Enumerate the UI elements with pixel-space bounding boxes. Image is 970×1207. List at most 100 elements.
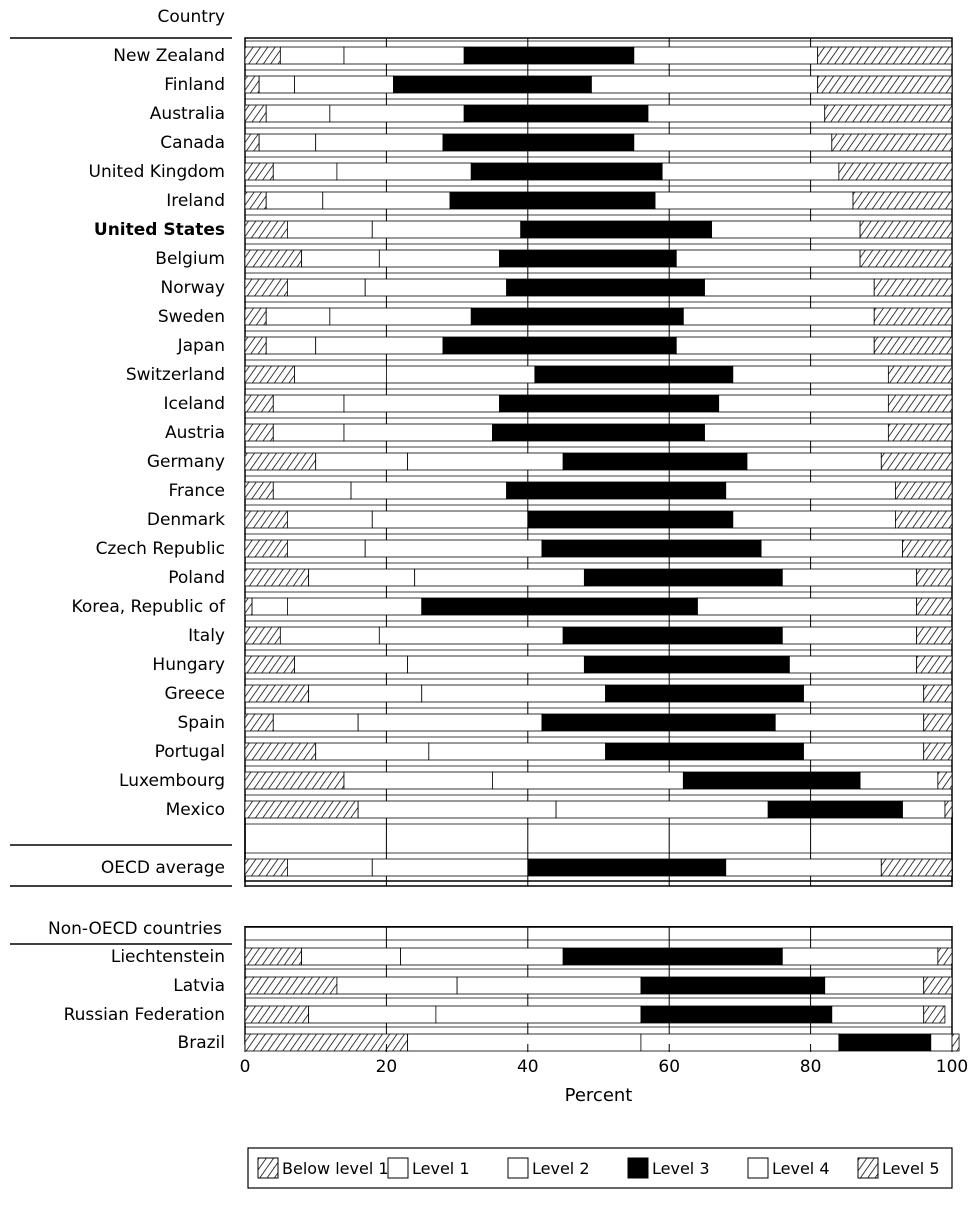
bar-segment-ireland-level-4 — [654, 191, 854, 210]
bar-segment-norway-below-level-1 — [244, 278, 288, 297]
bar-segment-switzerland-level-3 — [534, 365, 734, 384]
bar-segment-france-level-4 — [725, 481, 896, 500]
bar-segment-czech-republic-level-2 — [364, 539, 543, 558]
country-label: Iceland — [163, 394, 225, 414]
bar-segment-spain-level-5 — [923, 713, 953, 732]
legend-label-level-1: Level 1 — [412, 1159, 470, 1178]
bar-segment-greece-level-4 — [803, 684, 925, 703]
bar-segment-united-kingdom-level-1 — [272, 162, 338, 181]
bar-segment-united-kingdom-level-2 — [336, 162, 472, 181]
bar-segment-liechtenstein-level-3 — [562, 947, 783, 966]
bar-segment-luxembourg-level-5 — [937, 771, 953, 790]
bar-segment-spain-level-2 — [357, 713, 543, 732]
country-label: New Zealand — [113, 46, 225, 66]
country-label: Liechtenstein — [111, 947, 225, 967]
bar-segment-new-zealand-level-5 — [817, 46, 953, 65]
country-label: France — [168, 481, 225, 501]
bar-segment-hungary-level-1 — [294, 655, 409, 674]
bar-segment-poland-level-1 — [308, 568, 416, 587]
bar-segment-liechtenstein-below-level-1 — [244, 947, 302, 966]
bar-segment-switzerland-level-4 — [732, 365, 889, 384]
bar-segment-austria-level-3 — [492, 423, 705, 442]
bar-segment-brazil-level-2 — [640, 1033, 840, 1052]
bar-segment-united-kingdom-level-3 — [470, 162, 663, 181]
bar-segment-portugal-level-4 — [803, 742, 925, 761]
bar-segment-mexico-below-level-1 — [244, 800, 359, 819]
bar-segment-portugal-below-level-1 — [244, 742, 317, 761]
bar-segment-brazil-level-3 — [838, 1033, 932, 1052]
x-tick-label: 20 — [376, 1057, 398, 1077]
x-tick-label: 40 — [517, 1057, 539, 1077]
bar-segment-iceland-level-4 — [718, 394, 889, 413]
country-label: Brazil — [178, 1033, 225, 1053]
country-label: Denmark — [147, 510, 225, 530]
bar-segment-united-states-below-level-1 — [244, 220, 288, 239]
bar-segment-iceland-level-1 — [272, 394, 345, 413]
bar-segment-iceland-level-3 — [499, 394, 720, 413]
country-label: Luxembourg — [119, 771, 225, 791]
bar-segment-mexico-level-4 — [902, 800, 946, 819]
bar-segment-iceland-level-2 — [343, 394, 500, 413]
bar-segment-united-kingdom-level-5 — [838, 162, 953, 181]
legend-swatch-level-3 — [627, 1157, 649, 1179]
bar-segment-japan-level-2 — [315, 336, 444, 355]
bar-segment-italy-level-5 — [916, 626, 953, 645]
bar-segment-latvia-level-1 — [336, 976, 458, 995]
country-label: Canada — [160, 133, 225, 153]
bar-segment-luxembourg-level-3 — [682, 771, 861, 790]
bar-segment-italy-level-1 — [279, 626, 380, 645]
bar-segment-belgium-level-2 — [378, 249, 500, 268]
bar-segment-latvia-level-2 — [456, 976, 642, 995]
bar-segment-greece-level-2 — [421, 684, 606, 703]
bar-segment-oecd-average-level-5 — [880, 858, 953, 877]
bar-segment-norway-level-5 — [873, 278, 953, 297]
bar-segment-poland-below-level-1 — [244, 568, 310, 587]
bar-segment-denmark-level-1 — [287, 510, 373, 529]
legend-swatch-level-1 — [387, 1157, 409, 1179]
bar-segment-united-states-level-1 — [287, 220, 373, 239]
plot-area: New Zealand Finland Australia Canada United … — [10, 37, 968, 1189]
bar-segment-italy-level-4 — [781, 626, 918, 645]
bar-segment-korea-republic-of-below-level-1 — [244, 597, 253, 616]
bar-segment-united-states-level-3 — [520, 220, 713, 239]
bar-segment-poland-level-3 — [583, 568, 783, 587]
bar-segment-brazil-level-4 — [930, 1033, 953, 1052]
bar-segment-norway-level-3 — [506, 278, 705, 297]
country-label: Norway — [161, 278, 226, 298]
bar-segment-ireland-below-level-1 — [244, 191, 267, 210]
country-label-oecd-average: OECD average — [101, 858, 225, 878]
country-label: Italy — [188, 626, 225, 646]
bar-segment-sweden-level-2 — [329, 307, 472, 326]
bar-segment-korea-republic-of-level-2 — [287, 597, 423, 616]
country-label: Korea, Republic of — [72, 597, 226, 617]
bar-segment-japan-level-5 — [873, 336, 953, 355]
bar-segment-australia-level-2 — [329, 104, 465, 123]
bar-segment-germany-level-1 — [315, 452, 409, 471]
bar-segment-russian-federation-level-2 — [435, 1005, 642, 1024]
country-label: Mexico — [166, 800, 225, 820]
bar-segment-hungary-level-5 — [916, 655, 953, 674]
country-label: Czech Republic — [96, 539, 225, 559]
bar-segment-ireland-level-2 — [322, 191, 451, 210]
legend-box — [247, 1147, 953, 1189]
country-label: Belgium — [155, 249, 225, 269]
bar-segment-australia-level-5 — [824, 104, 953, 123]
bar-segment-italy-level-3 — [562, 626, 783, 645]
bar-segment-oecd-average-level-1 — [287, 858, 373, 877]
bar-segment-oecd-average-level-4 — [725, 858, 882, 877]
bar-segment-czech-republic-level-1 — [287, 539, 366, 558]
bar-segment-spain-level-1 — [272, 713, 359, 732]
country-label: Sweden — [158, 307, 225, 327]
country-label: Finland — [164, 75, 225, 95]
bar-segment-poland-level-4 — [781, 568, 918, 587]
bar-segment-luxembourg-below-level-1 — [244, 771, 345, 790]
legend-swatch-level-2 — [507, 1157, 529, 1179]
bar-segment-iceland-level-5 — [887, 394, 953, 413]
bar-segment-germany-below-level-1 — [244, 452, 317, 471]
bar-segment-austria-level-5 — [887, 423, 953, 442]
bar-segment-new-zealand-level-3 — [463, 46, 635, 65]
country-label: United States — [94, 220, 225, 240]
bar-segment-france-level-3 — [506, 481, 727, 500]
bar-segment-finland-level-3 — [393, 75, 592, 94]
